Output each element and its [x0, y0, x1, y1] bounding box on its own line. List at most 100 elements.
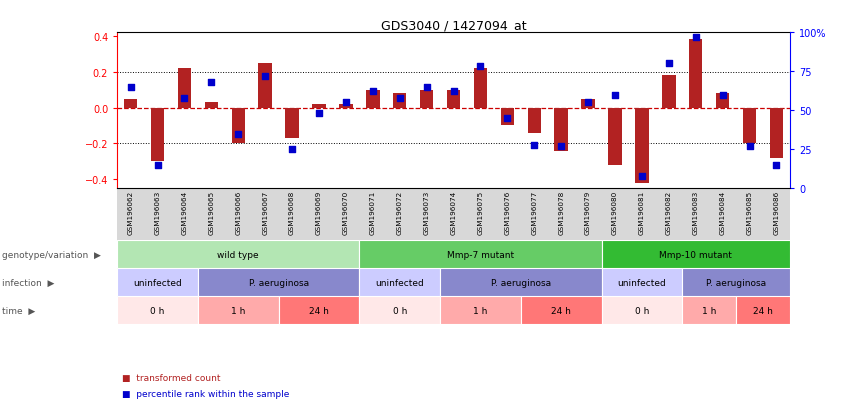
Text: 0 h: 0 h — [635, 306, 649, 315]
Text: infection  ▶: infection ▶ — [2, 278, 54, 287]
Bar — [366, 90, 379, 108]
Point — [715, 92, 729, 99]
Bar — [474, 69, 487, 108]
Bar — [117, 297, 198, 324]
Text: GSM196064: GSM196064 — [181, 190, 187, 234]
Text: GSM196081: GSM196081 — [639, 190, 645, 234]
Point — [500, 115, 514, 122]
Text: genotype/variation  ▶: genotype/variation ▶ — [2, 250, 101, 259]
Bar — [501, 108, 514, 126]
Text: uninfected: uninfected — [617, 278, 667, 287]
Text: 0 h: 0 h — [392, 306, 407, 315]
Text: P. aeruginosa: P. aeruginosa — [248, 278, 309, 287]
Text: 24 h: 24 h — [753, 306, 773, 315]
Bar — [117, 241, 359, 268]
Text: GSM196068: GSM196068 — [289, 190, 295, 234]
Point — [205, 80, 219, 86]
Bar — [339, 104, 352, 108]
Text: P. aeruginosa: P. aeruginosa — [706, 278, 766, 287]
Bar — [440, 297, 521, 324]
Text: GSM196085: GSM196085 — [746, 190, 753, 234]
Point — [447, 89, 461, 95]
Bar — [635, 108, 648, 183]
Point — [635, 173, 648, 180]
Point — [770, 162, 784, 169]
Point — [743, 143, 757, 150]
Point — [339, 100, 352, 107]
Bar — [440, 268, 602, 297]
Text: 24 h: 24 h — [309, 306, 329, 315]
Bar — [198, 297, 279, 324]
Point — [231, 131, 246, 138]
Bar — [178, 69, 191, 108]
Text: GSM196067: GSM196067 — [262, 190, 268, 234]
Text: GSM196083: GSM196083 — [693, 190, 699, 234]
Text: 0 h: 0 h — [150, 306, 165, 315]
Text: GSM196065: GSM196065 — [208, 190, 214, 234]
Bar — [359, 268, 440, 297]
Bar — [259, 64, 272, 108]
Bar — [602, 297, 682, 324]
Point — [259, 74, 273, 80]
Bar — [662, 76, 675, 108]
Bar — [124, 99, 137, 108]
Text: GSM196074: GSM196074 — [450, 190, 457, 234]
Bar — [555, 108, 568, 151]
Text: ■  percentile rank within the sample: ■ percentile rank within the sample — [122, 389, 289, 398]
Text: GSM196080: GSM196080 — [612, 190, 618, 234]
Point — [312, 111, 326, 117]
Text: GSM196063: GSM196063 — [155, 190, 161, 234]
Bar — [359, 297, 440, 324]
Text: GSM196084: GSM196084 — [720, 190, 726, 234]
Text: 1 h: 1 h — [473, 306, 488, 315]
Point — [689, 34, 703, 41]
Point — [285, 147, 299, 153]
Bar — [232, 108, 245, 144]
Bar — [286, 108, 299, 139]
Bar — [602, 241, 790, 268]
Text: GSM196075: GSM196075 — [477, 190, 483, 234]
Point — [608, 92, 622, 99]
Text: 24 h: 24 h — [551, 306, 571, 315]
Text: GSM196082: GSM196082 — [666, 190, 672, 234]
Bar — [736, 297, 790, 324]
Text: GSM196086: GSM196086 — [773, 190, 779, 234]
Bar — [528, 108, 541, 133]
Point — [528, 142, 542, 149]
Text: 1 h: 1 h — [702, 306, 716, 315]
Text: Mmp-7 mutant: Mmp-7 mutant — [447, 250, 514, 259]
Point — [366, 89, 380, 95]
Bar — [420, 90, 433, 108]
Point — [582, 100, 595, 107]
Text: uninfected: uninfected — [375, 278, 424, 287]
Text: GSM196079: GSM196079 — [585, 190, 591, 234]
Text: GSM196066: GSM196066 — [235, 190, 241, 234]
Bar — [393, 94, 406, 108]
Text: GSM196070: GSM196070 — [343, 190, 349, 234]
Bar — [447, 90, 460, 108]
Title: GDS3040 / 1427094_at: GDS3040 / 1427094_at — [381, 19, 526, 32]
Text: uninfected: uninfected — [133, 278, 182, 287]
Bar — [151, 108, 164, 162]
Text: GSM196076: GSM196076 — [504, 190, 510, 234]
Bar — [689, 40, 702, 108]
Bar — [608, 108, 621, 166]
Bar — [198, 268, 359, 297]
Text: GSM196072: GSM196072 — [397, 190, 403, 234]
Point — [124, 84, 138, 91]
Text: time  ▶: time ▶ — [2, 306, 35, 315]
Point — [420, 84, 434, 91]
Point — [474, 64, 488, 71]
Point — [393, 95, 407, 102]
Text: GSM196077: GSM196077 — [531, 190, 537, 234]
Text: wild type: wild type — [218, 250, 259, 259]
Bar — [770, 108, 783, 158]
Text: ■  transformed count: ■ transformed count — [122, 373, 220, 382]
Bar — [205, 103, 218, 108]
Text: GSM196062: GSM196062 — [128, 190, 134, 234]
Point — [662, 61, 676, 67]
Point — [178, 95, 192, 102]
Bar — [743, 108, 756, 144]
Bar — [279, 297, 359, 324]
Text: GSM196073: GSM196073 — [424, 190, 430, 234]
